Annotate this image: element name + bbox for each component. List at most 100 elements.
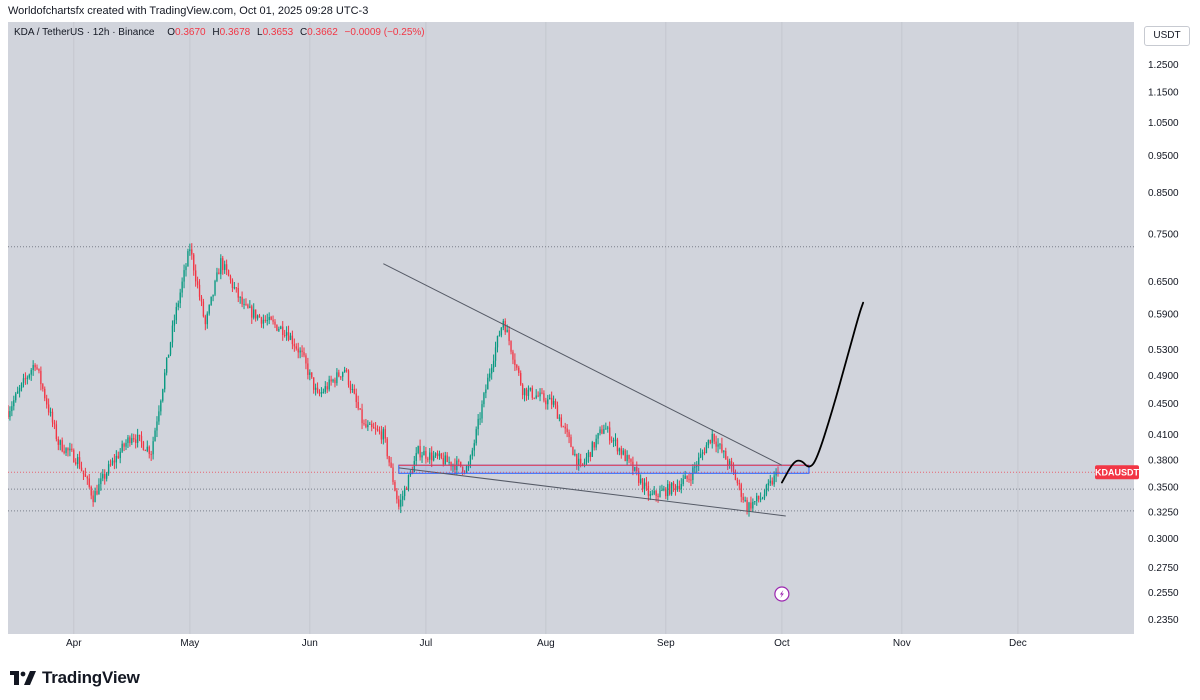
candle-body [643,482,646,490]
candle-body [330,379,332,382]
candle-body [202,301,205,317]
candle-body [119,451,121,459]
candle-body [241,296,243,305]
candle-body [616,439,619,452]
candle-body [121,443,123,452]
candle-body [732,465,735,472]
candle-body [425,451,427,459]
candle-body [278,328,280,331]
candle-body [701,452,704,454]
lower-trendline[interactable] [398,467,786,517]
symbol-price-tag[interactable] [1095,465,1139,480]
candle-body [721,444,723,452]
candle-body [318,392,321,394]
candle-body [496,335,499,348]
date-axis-tick-label: Jun [302,638,318,649]
price-axis-panel[interactable] [1134,22,1192,654]
price-chart[interactable]: 1.35001.25001.15001.05000.95000.85000.75… [8,22,1192,654]
currency-selector-button[interactable]: USDT [1144,26,1190,46]
candle-body [506,329,508,333]
candle-body [131,438,133,444]
candle-body [38,368,40,371]
chart-area[interactable]: 1.35001.25001.15001.05000.95000.85000.75… [8,22,1192,654]
candle-body [676,485,679,491]
candle-body [115,455,118,463]
candle-body [489,373,491,378]
candle-body [183,270,185,282]
candle-body [450,461,452,467]
candle-body [200,296,203,302]
candle-body [461,466,464,472]
candle-body [487,377,489,390]
candle-body [390,462,392,468]
candle-body [102,474,104,479]
candle-body [314,387,317,390]
candle-body [258,315,261,318]
candle-body [645,482,648,486]
candle-body [342,372,344,377]
candle-body [67,448,69,451]
date-axis-panel[interactable] [8,634,1134,654]
candle-body [220,258,222,275]
candle-body [668,484,671,495]
candle-body [125,442,127,447]
upper-trendline[interactable] [383,263,783,466]
candle-body [558,417,561,419]
candle-body [752,501,754,509]
candle-body [196,281,199,285]
candle-body [167,354,170,358]
candle-body [336,372,338,384]
candle-body [777,471,779,473]
candle-body [630,459,632,462]
candle-body [78,457,81,468]
footer: TradingView [0,654,1200,700]
candle-body [291,335,294,345]
candle-body [135,439,137,443]
candle-body [343,369,346,373]
candle-body [49,411,52,413]
candle-body [111,460,114,465]
candle-body [705,445,708,454]
candle-body [40,370,42,385]
candle-body [494,347,497,361]
symbol-label[interactable]: KDA / TetherUS · 12h · Binance [14,27,155,38]
candle-body [579,458,582,464]
candle-body [84,473,87,477]
candle-body [42,384,44,389]
candle-body [738,483,740,485]
candle-body [8,411,9,418]
candle-body [212,294,214,297]
candle-body [307,363,309,375]
candle-body [144,450,147,452]
candle-body [723,451,725,453]
candle-body [28,374,30,378]
candle-body [193,254,195,271]
date-axis-tick-label: Apr [66,638,82,649]
projection-brush-path[interactable] [780,301,865,484]
candle-body [597,433,599,439]
candle-body [620,448,622,455]
date-axis-tick-label: Sep [657,638,675,649]
candle-body [30,370,32,375]
date-axis-tick-label: May [180,638,199,649]
date-axis-tick-label: Oct [774,638,790,649]
support-zone-rectangle[interactable] [398,464,810,474]
candle-body [245,303,247,305]
candle-body [80,467,83,471]
candle-body [251,306,253,318]
candle-body [127,437,129,443]
candle-body [653,490,655,494]
candle-body [742,496,744,501]
candle-body [578,458,580,466]
price-axis-tick-label: 0.9500 [1148,151,1179,162]
candle-body [117,455,119,459]
candle-body [181,281,183,293]
candle-body [639,478,642,483]
candle-body [94,490,96,503]
candle-body [448,461,450,463]
candle-body [57,439,59,445]
candle-body [411,471,414,473]
candle-body [626,455,628,461]
tradingview-logo[interactable]: TradingView [10,668,140,688]
candle-body [334,379,336,384]
